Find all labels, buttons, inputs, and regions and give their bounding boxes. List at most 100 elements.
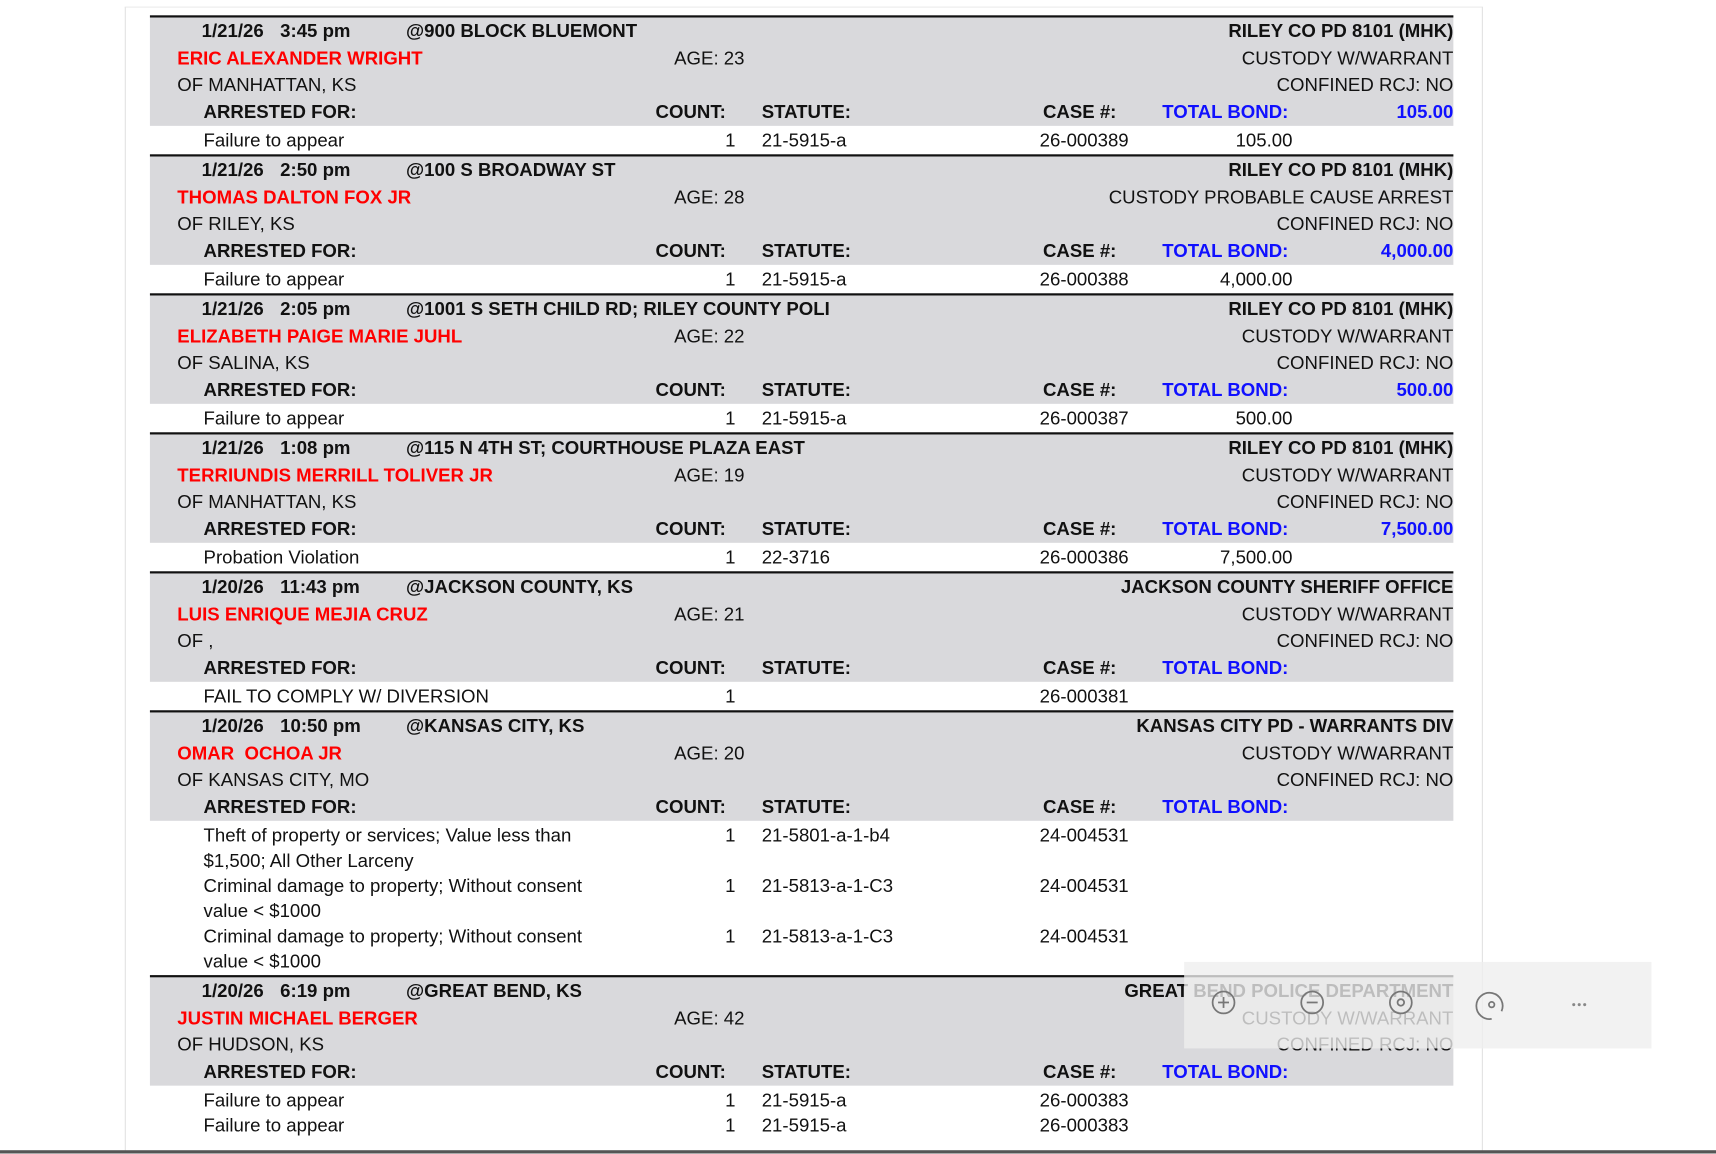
record-header: 1/20/26 11:43 pm @JACKSON COUNTY, KS JACKSO… [149,571,1454,682]
arresting-agency: RILEY CO PD 8101 (MHK) [1228,20,1454,42]
arrest-time: 10:50 pm [280,715,361,737]
total-bond-label: TOTAL BOND: [1162,657,1289,678]
arrest-date: 1/20/26 [201,980,264,1002]
custody-status: CUSTODY W/WARRANT [1241,603,1454,625]
arrest-record: 1/21/26 2:50 pm @100 S BROADWAY ST RILEY CO… [149,154,1454,293]
charge-row: Probation Violation 1 22-3716 26-000386 7,50… [150,545,1453,570]
record-header: 1/21/26 1:08 pm @115 N 4TH ST; COURTHOUSE … [149,432,1454,543]
record-header: 1/21/26 2:50 pm @100 S BROADWAY ST RILEY CO… [149,154,1454,265]
more-button[interactable] [1572,1003,1587,1007]
offense: Failure to appear [203,408,345,430]
case-label: CASE #: [1042,657,1117,678]
confined-status: CONFINED RCJ: NO [1276,630,1454,652]
count: 1 [725,408,736,430]
custody-status: CUSTODY W/WARRANT [1241,325,1454,347]
count-label: COUNT: [655,240,726,262]
record-header: 1/21/26 3:45 pm @900 BLOCK BLUEMONT RILEY C… [149,15,1454,126]
arrest-time: 2:05 pm [280,298,351,320]
arrest-location: @1001 S SETH CHILD RD; RILEY COUNTY POLI [406,298,830,320]
custody-status: CUSTODY W/WARRANT [1241,47,1454,69]
count-label: COUNT: [655,518,726,539]
arrest-record: 1/21/26 3:45 pm @900 BLOCK BLUEMONT RILEY C… [149,15,1454,154]
case-number: 26-000381 [1039,686,1129,707]
page [124,6,1483,1154]
statute: 21-5813-a-1-C3 [761,875,894,897]
arrest-time: 1:08 pm [280,437,351,459]
arrestee-age: AGE: 20 [674,742,745,764]
case-label: CASE #: [1042,518,1117,539]
case-label: CASE #: [1042,101,1117,123]
charge-row: FAIL TO COMPLY W/ DIVERSION 1 26-000381 [150,684,1453,709]
count: 1 [725,825,736,846]
total-bond-label: TOTAL BOND: [1162,240,1289,262]
arrest-date: 1/20/26 [201,576,264,598]
charges: FAIL TO COMPLY W/ DIVERSION 1 26-000381 [150,682,1453,710]
custody-status: CUSTODY W/WARRANT [1241,464,1454,486]
residence: OF KANSAS CITY, MO [177,769,370,791]
arrest-time: 3:45 pm [280,20,351,42]
case-label: CASE #: [1042,379,1117,401]
residence: OF , [177,630,214,652]
arrestee-age: AGE: 28 [674,186,745,208]
case-number: 24-004531 [1039,825,1129,846]
case-label: CASE #: [1042,796,1117,817]
residence: OF MANHATTAN, KS [177,74,357,96]
count: 1 [725,686,736,707]
charge-row: Criminal damage to property; Without con… [150,873,1453,923]
residence: OF MANHATTAN, KS [177,491,357,513]
charges: Failure to appear 1 21-5915-a 26-000388 4,00… [150,265,1453,293]
confined-status: CONFINED RCJ: NO [1276,769,1454,791]
total-bond-label: TOTAL BOND: [1162,518,1289,539]
confined-status: CONFINED RCJ: NO [1276,1034,1454,1056]
charges: Theft of property or services; Value les… [150,821,1453,975]
arrestee-name: TERRIUNDIS MERRILL TOLIVER JR [177,464,493,486]
case-label: CASE #: [1042,1061,1117,1082]
statute-label: STATUTE: [761,101,851,123]
statute-label: STATUTE: [761,379,851,401]
arrest-date: 1/21/26 [201,20,264,42]
total-bond: 7,500.00 [1380,518,1454,539]
arrestee-age: AGE: 19 [674,464,745,486]
case-number: 26-000387 [1039,408,1129,430]
arrestee-age: AGE: 23 [674,47,745,69]
arrest-time: 2:50 pm [280,159,351,181]
statute: 21-5915-a [761,1090,847,1111]
arrestee-age: AGE: 22 [674,325,745,347]
case-label: CASE #: [1042,240,1117,262]
arresting-agency: RILEY CO PD 8101 (MHK) [1228,298,1454,320]
count: 1 [725,269,736,291]
arrestee-name: THOMAS DALTON FOX JR [177,186,412,208]
offense: Failure to appear [203,1090,345,1111]
charge-row: Failure to appear 1 21-5915-a 26-000387 500.… [150,406,1453,431]
arrest-date: 1/20/26 [201,715,264,737]
offense: Criminal damage to property; Without con… [203,925,583,972]
arrest-time: 11:43 pm [280,576,360,598]
statute: 22-3716 [761,547,830,568]
bottom-bar [0,1150,1716,1154]
charges: Failure to appear 1 21-5915-a 26-000387 500.… [150,404,1453,432]
offense: Failure to appear [203,130,345,152]
charges: Probation Violation 1 22-3716 26-000386 7,50… [150,543,1453,571]
count-label: COUNT: [655,796,726,817]
arrestee-name: ERIC ALEXANDER WRIGHT [177,47,423,69]
bond: 4,000.00 [1220,269,1293,291]
total-bond-label: TOTAL BOND: [1162,101,1289,123]
arrestee-name: LUIS ENRIQUE MEJIA CRUZ [177,603,428,625]
count-label: COUNT: [655,1061,726,1082]
charge-row: Failure to appear 1 21-5915-a 26-000389 105.… [150,128,1453,153]
arrested-for-label: ARRESTED FOR: [203,518,357,539]
statute: 21-5813-a-1-C3 [761,925,894,947]
arrest-location: @115 N 4TH ST; COURTHOUSE PLAZA EAST [406,437,805,459]
statute-label: STATUTE: [761,518,851,539]
arrest-time: 6:19 pm [280,980,351,1002]
case-number: 26-000388 [1039,269,1129,291]
arrest-record: 1/20/26 11:43 pm @JACKSON COUNTY, KS JACKSO… [149,571,1454,710]
charges: Failure to appear 1 21-5915-a 26-000383 Fail… [150,1086,1453,1140]
count-label: COUNT: [655,379,726,401]
arresting-agency: GREAT BEND POLICE DEPARTMENT [1124,980,1454,1002]
arrestee-name: JUSTIN MICHAEL BERGER [177,1007,418,1029]
total-bond: 4,000.00 [1380,240,1454,262]
charge-row: Criminal damage to property; Without con… [150,924,1453,974]
count: 1 [725,1090,736,1111]
charge-row: Theft of property or services; Value les… [150,823,1453,873]
